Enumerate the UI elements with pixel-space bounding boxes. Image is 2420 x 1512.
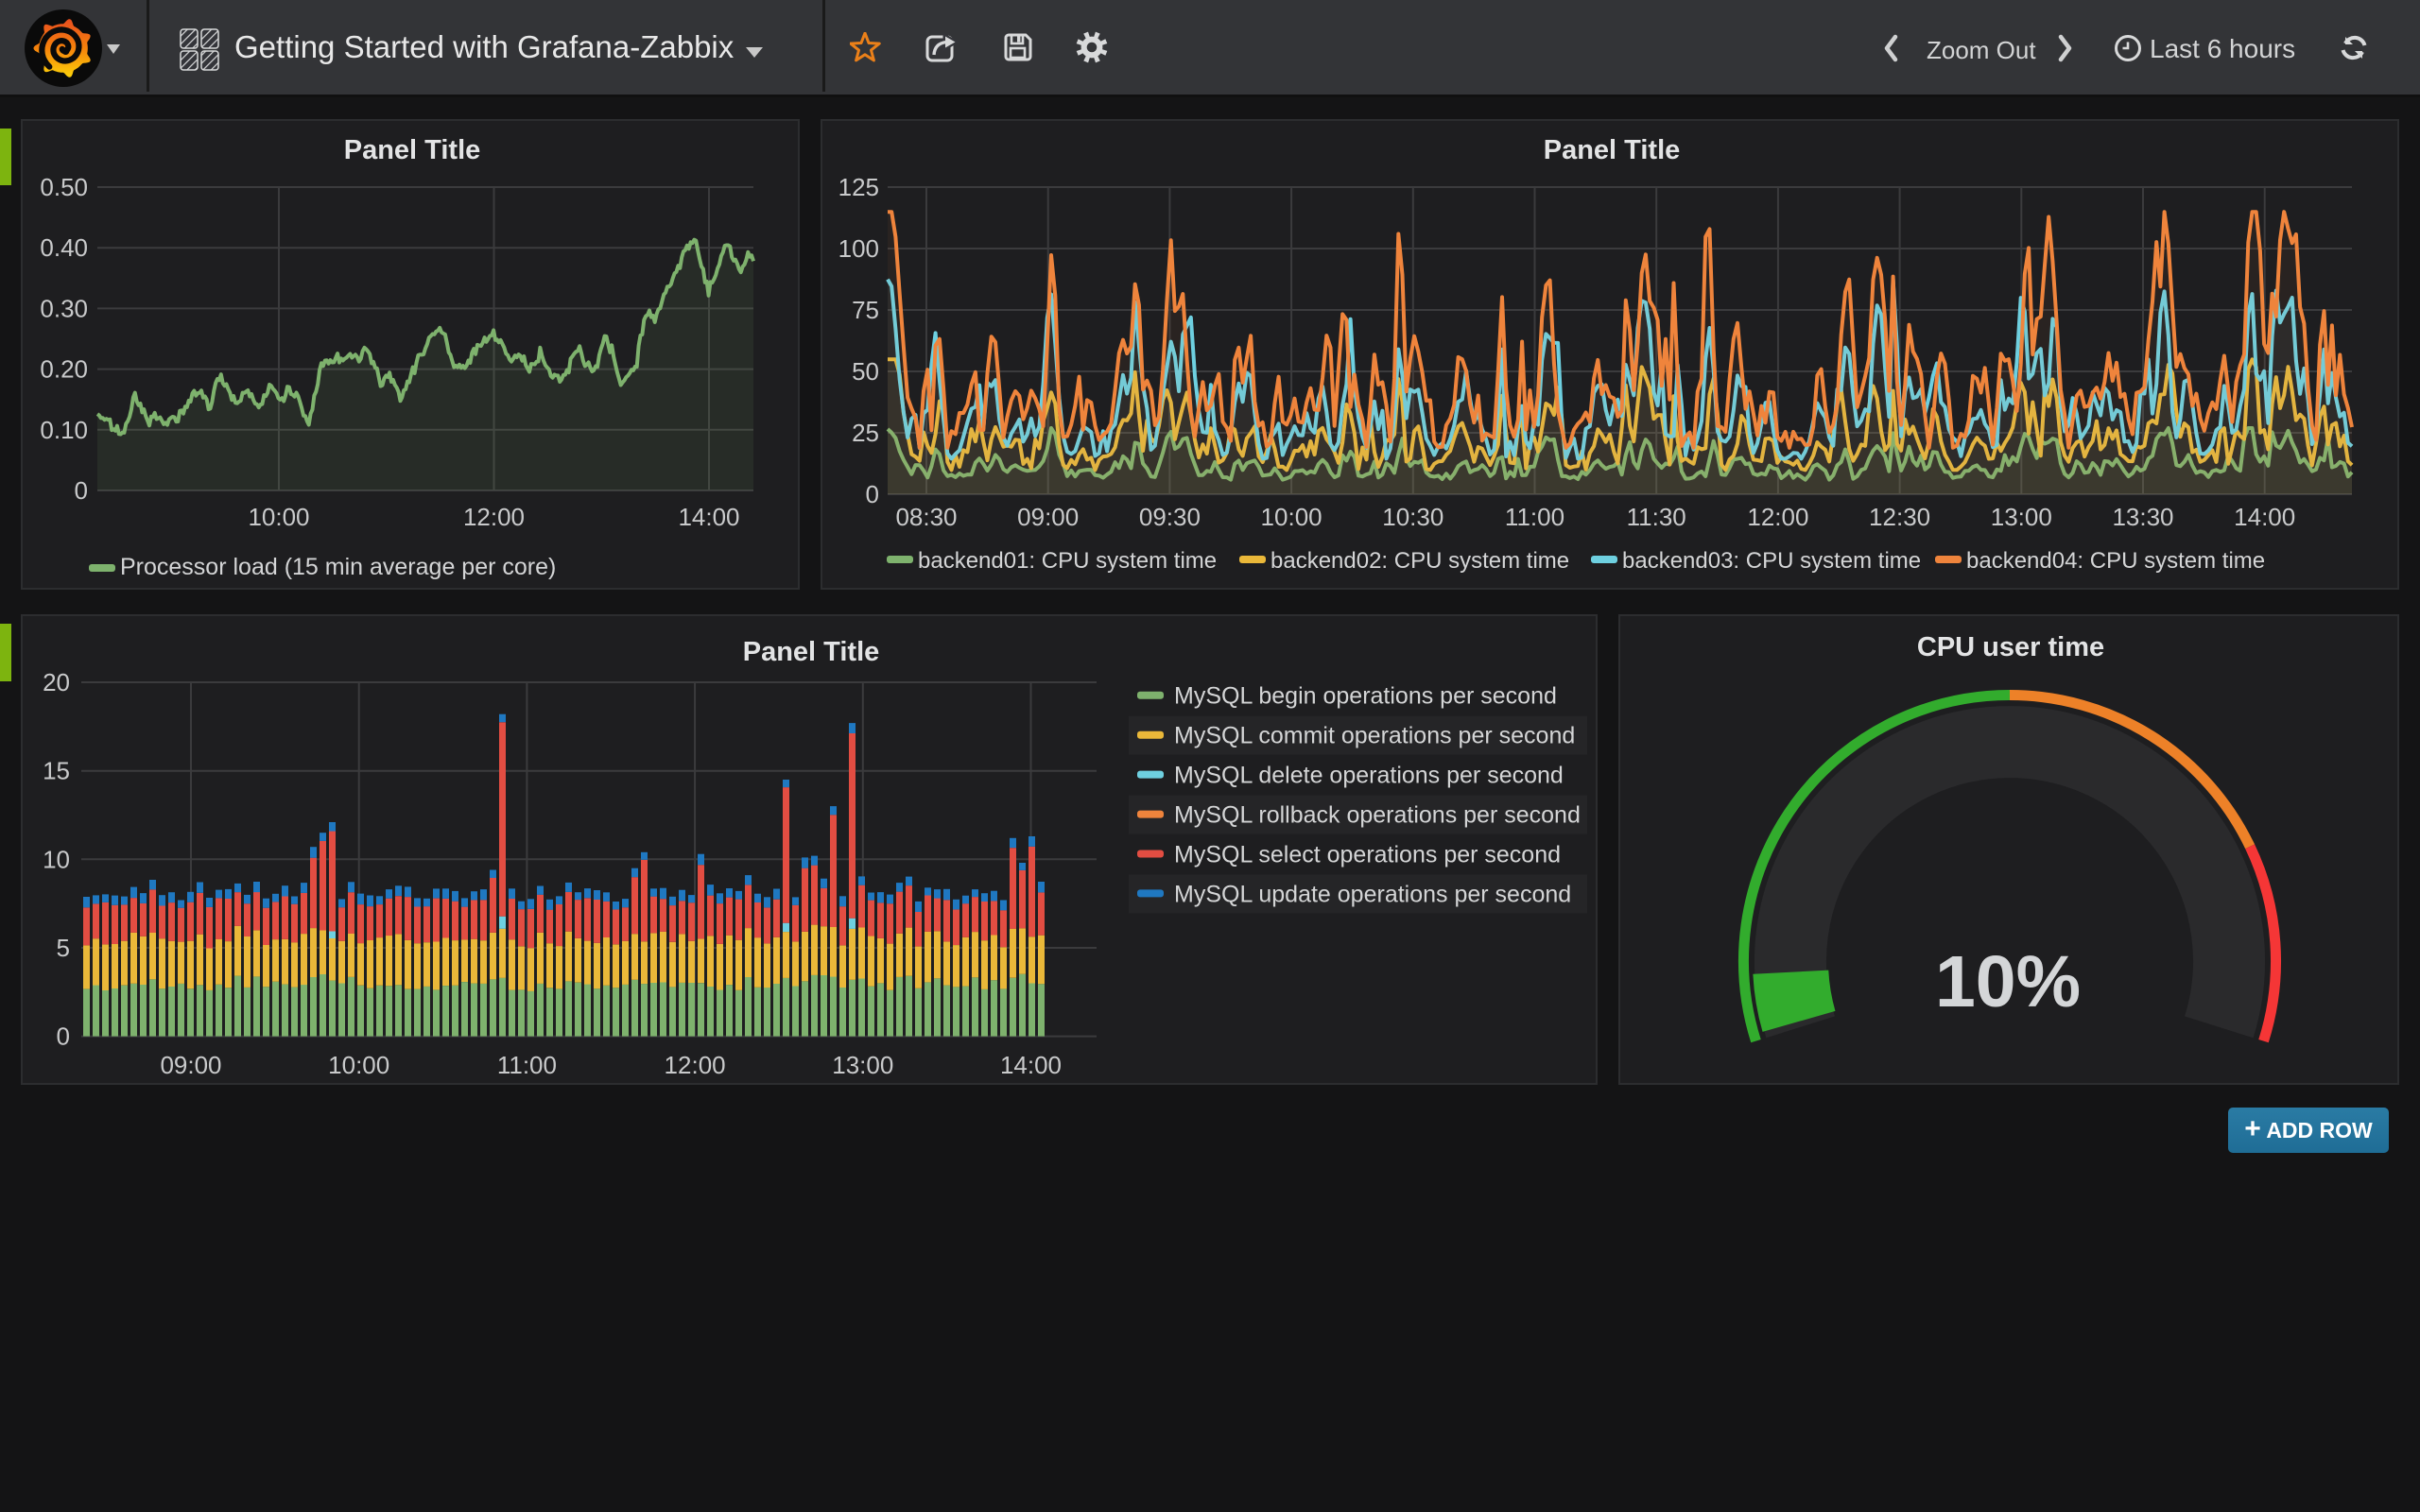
svg-text:MySQL rollback operations per: MySQL rollback operations per second xyxy=(1174,802,1581,829)
svg-text:MySQL delete operations per se: MySQL delete operations per second xyxy=(1174,763,1564,789)
svg-text:0.10: 0.10 xyxy=(40,416,88,444)
svg-text:Panel Title: Panel Title xyxy=(344,135,481,165)
svg-text:50: 50 xyxy=(852,357,879,386)
svg-text:0.40: 0.40 xyxy=(40,233,88,262)
svg-text:11:00: 11:00 xyxy=(1505,503,1564,531)
svg-text:25: 25 xyxy=(852,419,879,447)
svg-text:12:00: 12:00 xyxy=(463,503,525,531)
svg-text:MySQL commit operations per se: MySQL commit operations per second xyxy=(1174,723,1575,749)
svg-text:backend03: CPU system time: backend03: CPU system time xyxy=(1622,548,1921,574)
svg-text:MySQL select operations per se: MySQL select operations per second xyxy=(1174,842,1561,868)
svg-text:75: 75 xyxy=(852,296,879,324)
svg-text:13:00: 13:00 xyxy=(1991,503,2052,531)
svg-text:10:00: 10:00 xyxy=(248,503,309,531)
svg-text:14:00: 14:00 xyxy=(1000,1051,1062,1079)
svg-text:backend02: CPU system time: backend02: CPU system time xyxy=(1270,548,1569,574)
svg-text:125: 125 xyxy=(838,173,879,201)
svg-text:0.20: 0.20 xyxy=(40,355,88,384)
svg-text:11:30: 11:30 xyxy=(1627,503,1686,531)
svg-text:14:00: 14:00 xyxy=(2234,503,2295,531)
svg-text:10%: 10% xyxy=(1935,941,2081,1022)
svg-text:10:30: 10:30 xyxy=(1382,503,1443,531)
svg-text:0.50: 0.50 xyxy=(40,173,88,201)
svg-text:09:00: 09:00 xyxy=(1017,503,1079,531)
svg-text:100: 100 xyxy=(838,234,879,263)
svg-text:11:00: 11:00 xyxy=(497,1051,557,1079)
svg-text:12:00: 12:00 xyxy=(665,1051,726,1079)
svg-text:10:00: 10:00 xyxy=(328,1051,389,1079)
svg-text:0: 0 xyxy=(75,476,88,505)
svg-text:12:30: 12:30 xyxy=(1869,503,1930,531)
svg-text:Panel Title: Panel Title xyxy=(743,637,880,667)
svg-text:10:00: 10:00 xyxy=(1261,503,1322,531)
svg-text:Processor load (15 min average: Processor load (15 min average per core) xyxy=(120,554,556,580)
svg-text:10: 10 xyxy=(43,845,70,873)
svg-text:0.30: 0.30 xyxy=(40,294,88,322)
svg-text:13:00: 13:00 xyxy=(832,1051,893,1079)
svg-text:09:00: 09:00 xyxy=(160,1051,221,1079)
svg-text:5: 5 xyxy=(57,934,70,962)
svg-text:MySQL update operations per se: MySQL update operations per second xyxy=(1174,881,1571,907)
svg-text:backend01: CPU system time: backend01: CPU system time xyxy=(918,548,1217,574)
svg-text:Panel Title: Panel Title xyxy=(1544,135,1681,165)
svg-text:08:30: 08:30 xyxy=(895,503,957,531)
svg-text:0: 0 xyxy=(866,480,879,508)
svg-text:12:00: 12:00 xyxy=(1747,503,1808,531)
svg-text:20: 20 xyxy=(43,668,70,696)
svg-text:CPU user time: CPU user time xyxy=(1917,632,2104,662)
svg-text:13:30: 13:30 xyxy=(2112,503,2173,531)
svg-text:14:00: 14:00 xyxy=(678,503,739,531)
svg-text:backend04: CPU system time: backend04: CPU system time xyxy=(1966,548,2265,574)
svg-text:MySQL begin operations per sec: MySQL begin operations per second xyxy=(1174,683,1557,710)
svg-text:09:30: 09:30 xyxy=(1139,503,1201,531)
svg-text:0: 0 xyxy=(57,1022,70,1051)
svg-text:15: 15 xyxy=(43,757,70,785)
